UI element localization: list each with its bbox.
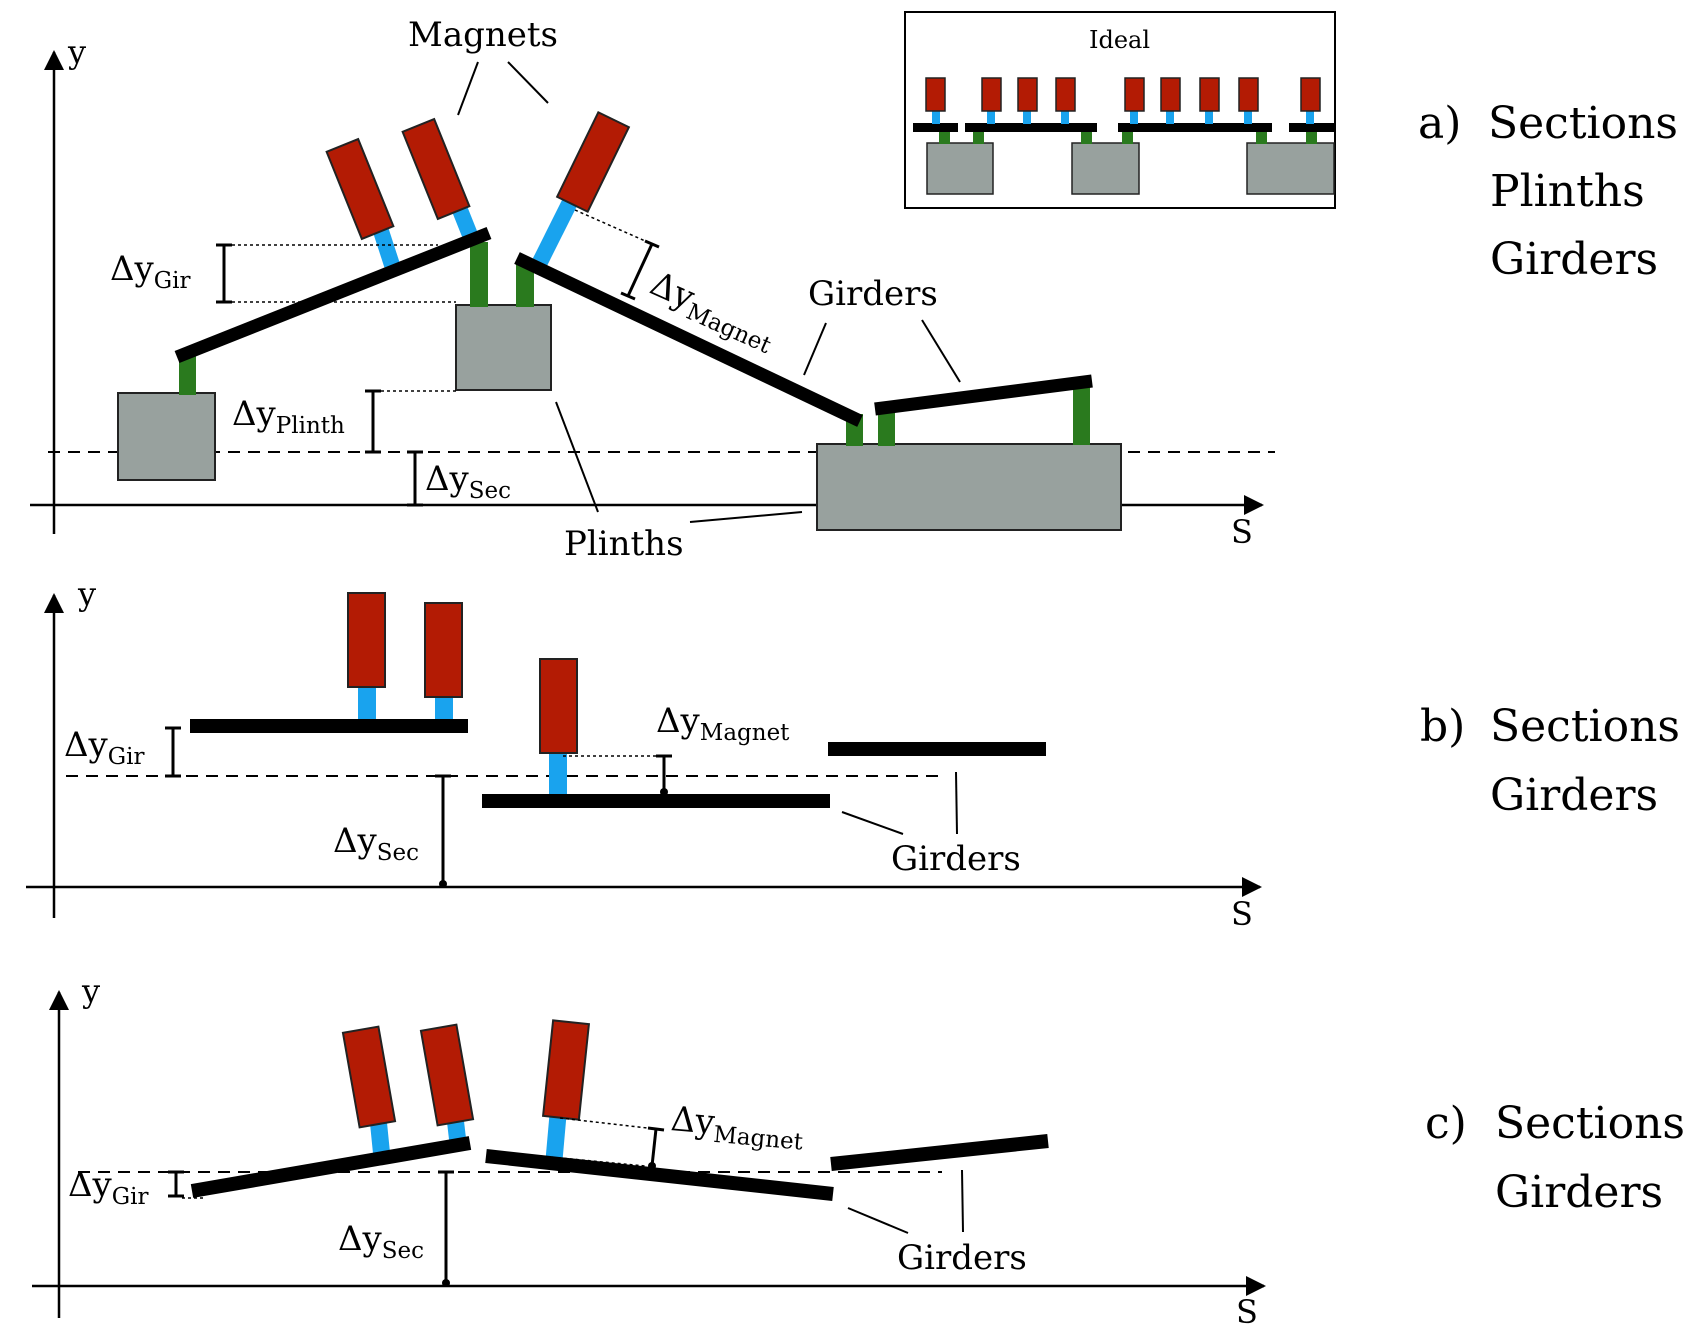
y-axis-label: y bbox=[81, 972, 100, 1010]
s-axis-label: S bbox=[1231, 895, 1253, 933]
delta-y-sec-label: ΔySec bbox=[338, 1219, 424, 1264]
magnet bbox=[419, 1023, 475, 1127]
ideal-label: Ideal bbox=[1089, 26, 1150, 54]
plinths-label: Plinths bbox=[564, 524, 684, 564]
girders-label: Girders bbox=[897, 1238, 1027, 1278]
girder bbox=[514, 252, 863, 427]
support bbox=[516, 262, 534, 307]
girder bbox=[874, 374, 1093, 416]
y-axis-label: y bbox=[67, 33, 86, 71]
panel-b-letter: b) bbox=[1420, 701, 1465, 752]
girder bbox=[174, 226, 492, 364]
delta-y-magnet-label: ΔyMagnet bbox=[669, 1099, 807, 1156]
panel-c-item: Sections bbox=[1495, 1098, 1685, 1149]
panel-b-item: Girders bbox=[1490, 770, 1658, 821]
magnet bbox=[325, 137, 395, 241]
magnet bbox=[341, 1025, 397, 1129]
panel-c-item: Girders bbox=[1495, 1167, 1663, 1218]
panel-a-item: Plinths bbox=[1490, 166, 1645, 217]
girder bbox=[482, 794, 830, 808]
girder bbox=[830, 1134, 1049, 1171]
panel-a: y S ΔyGir bbox=[30, 11, 1678, 564]
magnet bbox=[401, 117, 471, 221]
panel-a-letter: a) bbox=[1418, 98, 1461, 149]
girder bbox=[190, 1136, 472, 1198]
magnet bbox=[539, 658, 578, 754]
delta-y-sec-label: ΔySec bbox=[333, 821, 419, 866]
s-axis-label: S bbox=[1231, 513, 1253, 551]
delta-y-gir-label: ΔyGir bbox=[64, 725, 145, 770]
ideal-inset: Ideal bbox=[904, 11, 1336, 209]
girder bbox=[485, 1149, 834, 1201]
delta-y-sec-label: ΔySec bbox=[425, 459, 511, 504]
panel-b: y S ΔyGir ΔySec ΔyMagnet Girders bbox=[26, 575, 1680, 933]
delta-y-plinth-label: ΔyPlinth bbox=[232, 394, 345, 439]
panel-a-item: Girders bbox=[1490, 234, 1658, 285]
magnets-label: Magnets bbox=[408, 15, 558, 55]
girder bbox=[190, 719, 468, 733]
magnet bbox=[424, 602, 463, 698]
magnet bbox=[347, 592, 386, 688]
plinth-3 bbox=[816, 443, 1122, 531]
girder bbox=[828, 742, 1046, 756]
girders-label: Girders bbox=[891, 839, 1021, 879]
support bbox=[470, 242, 488, 307]
panel-c-letter: c) bbox=[1425, 1098, 1467, 1149]
delta-y-gir-label: ΔyGir bbox=[68, 1165, 149, 1210]
support bbox=[1073, 385, 1090, 445]
delta-y-gir-label: ΔyGir bbox=[110, 249, 191, 294]
plinth-1 bbox=[117, 392, 216, 481]
magnet-stand bbox=[532, 198, 578, 266]
panel-b-item: Sections bbox=[1490, 701, 1680, 752]
plinth-2 bbox=[455, 304, 552, 391]
support bbox=[878, 410, 895, 446]
panel-c: y S ΔyGir ΔySec ΔyMagnet Girde bbox=[32, 972, 1685, 1331]
y-axis-label: y bbox=[77, 575, 96, 613]
girders-label: Girders bbox=[808, 274, 938, 314]
support bbox=[179, 355, 196, 395]
panel-a-item: Sections bbox=[1488, 98, 1678, 149]
delta-y-magnet-label: ΔyMagnet bbox=[656, 701, 790, 746]
magnet bbox=[541, 1019, 591, 1121]
magnet-stand bbox=[372, 225, 400, 268]
s-axis-label: S bbox=[1236, 1293, 1258, 1331]
magnet bbox=[555, 110, 631, 214]
